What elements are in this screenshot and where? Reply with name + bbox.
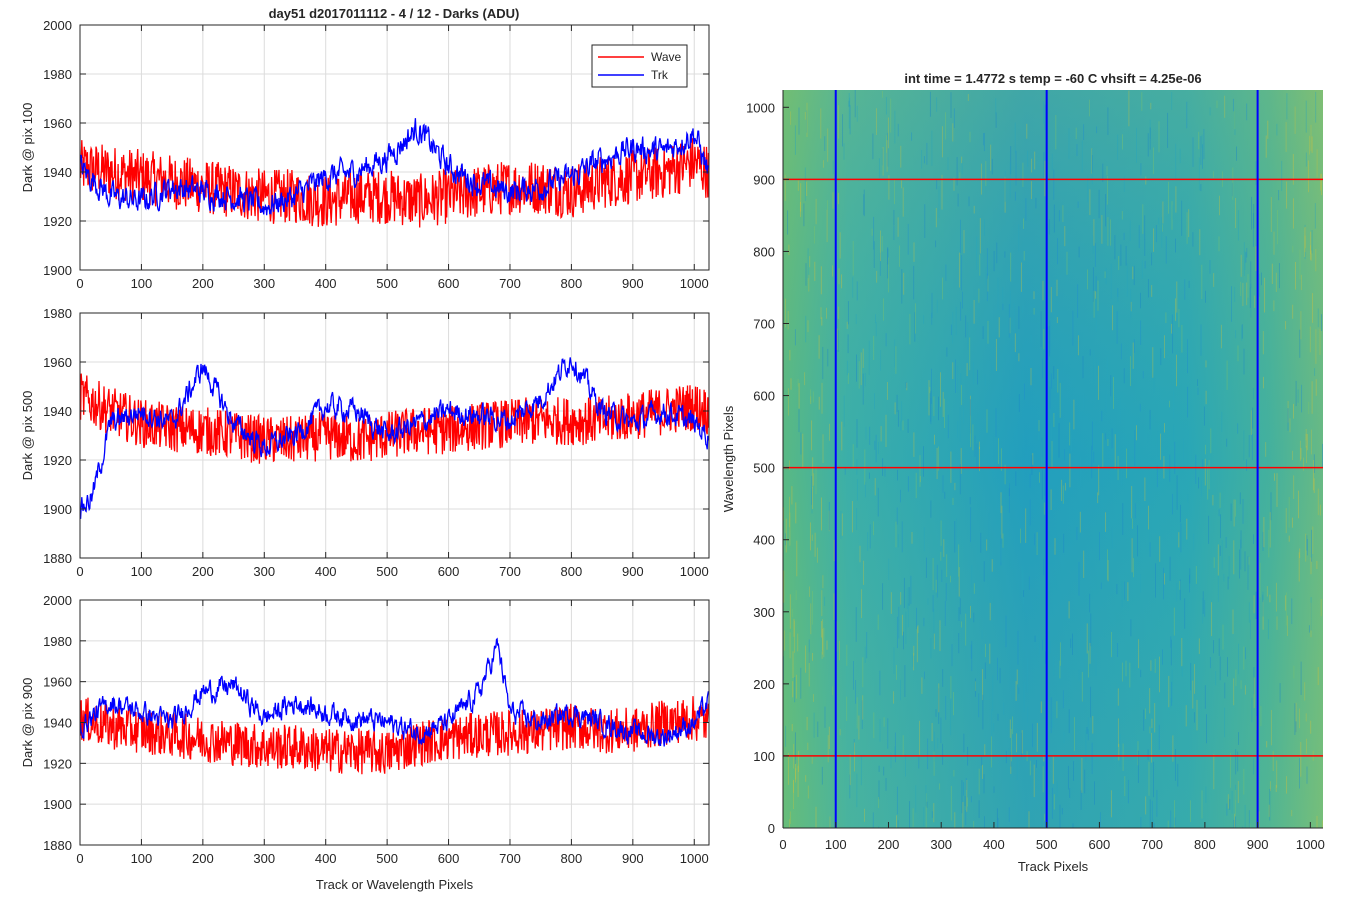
y-axis-label: Dark @ pix 500	[20, 391, 35, 481]
series-line-trk	[80, 357, 709, 519]
x-tick-label: 500	[376, 276, 398, 291]
y-tick-label: 1920	[43, 453, 72, 468]
x-tick-label: 0	[779, 837, 786, 852]
x-tick-label: 500	[376, 851, 398, 866]
x-tick-label: 400	[315, 851, 337, 866]
legend-label-wave: Wave	[651, 50, 682, 64]
y-tick-label: 600	[753, 389, 775, 404]
x-tick-label: 700	[1141, 837, 1163, 852]
x-tick-label: 600	[1089, 837, 1111, 852]
x-tick-label: 900	[622, 276, 644, 291]
y-tick-label: 700	[753, 317, 775, 332]
y-tick-label: 0	[768, 821, 775, 836]
x-tick-label: 700	[499, 276, 521, 291]
x-axis-label: Track Pixels	[1018, 859, 1089, 874]
x-tick-label: 300	[253, 851, 275, 866]
y-tick-label: 1000	[746, 100, 775, 115]
series-line-trk	[80, 118, 709, 216]
y-tick-label: 1880	[43, 838, 72, 853]
y-tick-label: 1940	[43, 165, 72, 180]
x-tick-label: 100	[131, 276, 153, 291]
panel-dark-image: int time = 1.4772 s temp = -60 C vhsift …	[721, 71, 1325, 874]
series-line-wave	[80, 138, 709, 228]
x-tick-label: 0	[76, 851, 83, 866]
x-tick-label: 300	[253, 276, 275, 291]
x-tick-label: 900	[622, 564, 644, 579]
figure-title: day51 d2017011112 - 4 / 12 - Darks (ADU)	[269, 6, 520, 21]
x-tick-label: 800	[561, 851, 583, 866]
y-axis-label: Dark @ pix 100	[20, 103, 35, 193]
y-tick-label: 1940	[43, 716, 72, 731]
y-tick-label: 1980	[43, 634, 72, 649]
y-tick-label: 1920	[43, 214, 72, 229]
y-tick-label: 900	[753, 172, 775, 187]
legend: Wave Trk	[591, 44, 688, 88]
y-tick-label: 1980	[43, 67, 72, 82]
y-tick-label: 1960	[43, 675, 72, 690]
x-tick-label: 600	[438, 564, 460, 579]
x-tick-label: 100	[131, 564, 153, 579]
x-tick-label: 600	[438, 851, 460, 866]
y-tick-label: 800	[753, 244, 775, 259]
panel-dark-pix-500: 0 100 200 300 400 500 600 700 800 900 1000 1880 1900…	[20, 306, 710, 579]
series-line-trk	[80, 637, 709, 747]
x-tick-label: 200	[192, 276, 214, 291]
axes-box	[79, 24, 710, 271]
x-tick-label: 400	[315, 276, 337, 291]
y-tick-label: 2000	[43, 593, 72, 608]
y-tick-label: 1900	[43, 502, 72, 517]
x-tick-label: 0	[76, 276, 83, 291]
x-tick-label: 1000	[1296, 837, 1325, 852]
x-tick-label: 100	[131, 851, 153, 866]
x-tick-label: 200	[192, 564, 214, 579]
y-tick-label: 200	[753, 677, 775, 692]
x-tick-label: 500	[376, 564, 398, 579]
heatmap-title: int time = 1.4772 s temp = -60 C vhsift …	[904, 71, 1201, 86]
x-tick-label: 300	[253, 564, 275, 579]
x-tick-label: 700	[499, 851, 521, 866]
y-tick-label: 1900	[43, 797, 72, 812]
x-tick-label: 400	[315, 564, 337, 579]
x-tick-label: 500	[1036, 837, 1058, 852]
y-tick-label: 500	[753, 461, 775, 476]
y-tick-label: 100	[753, 749, 775, 764]
y-tick-label: 1900	[43, 263, 72, 278]
y-axis-label: Wavelength Pixels	[721, 405, 736, 512]
x-tick-label: 0	[76, 564, 83, 579]
x-tick-label: 800	[561, 564, 583, 579]
x-tick-label: 100	[825, 837, 847, 852]
x-tick-label: 800	[1194, 837, 1216, 852]
x-tick-label: 300	[930, 837, 952, 852]
x-tick-label: 400	[983, 837, 1005, 852]
x-tick-label: 200	[192, 851, 214, 866]
heatmap-shading	[783, 90, 1323, 828]
x-axis-label: Track or Wavelength Pixels	[316, 877, 474, 892]
y-tick-label: 1960	[43, 355, 72, 370]
y-tick-label: 400	[753, 533, 775, 548]
legend-label-trk: Trk	[651, 68, 669, 82]
x-tick-label: 1000	[680, 851, 709, 866]
legend-box	[591, 44, 688, 88]
y-tick-label: 1880	[43, 551, 72, 566]
y-tick-label: 2000	[43, 18, 72, 33]
y-axis-label: Dark @ pix 900	[20, 678, 35, 768]
x-tick-label: 1000	[680, 564, 709, 579]
y-tick-label: 1960	[43, 116, 72, 131]
x-tick-label: 900	[622, 851, 644, 866]
x-tick-label: 600	[438, 276, 460, 291]
y-tick-label: 1980	[43, 306, 72, 321]
panel-dark-pix-100: day51 d2017011112 - 4 / 12 - Darks (ADU)…	[20, 6, 710, 291]
y-tick-label: 300	[753, 605, 775, 620]
panel-dark-pix-900: 0 100 200 300 400 500 600 700 800 900 1000 1880 1900…	[20, 593, 710, 892]
axes-box	[79, 312, 710, 559]
y-tick-label: 1920	[43, 756, 72, 771]
y-tick-label: 1940	[43, 404, 72, 419]
x-tick-label: 900	[1247, 837, 1269, 852]
x-tick-label: 700	[499, 564, 521, 579]
x-tick-label: 1000	[680, 276, 709, 291]
heatmap-texture	[783, 90, 1323, 828]
x-tick-label: 200	[878, 837, 900, 852]
x-tick-label: 800	[561, 276, 583, 291]
